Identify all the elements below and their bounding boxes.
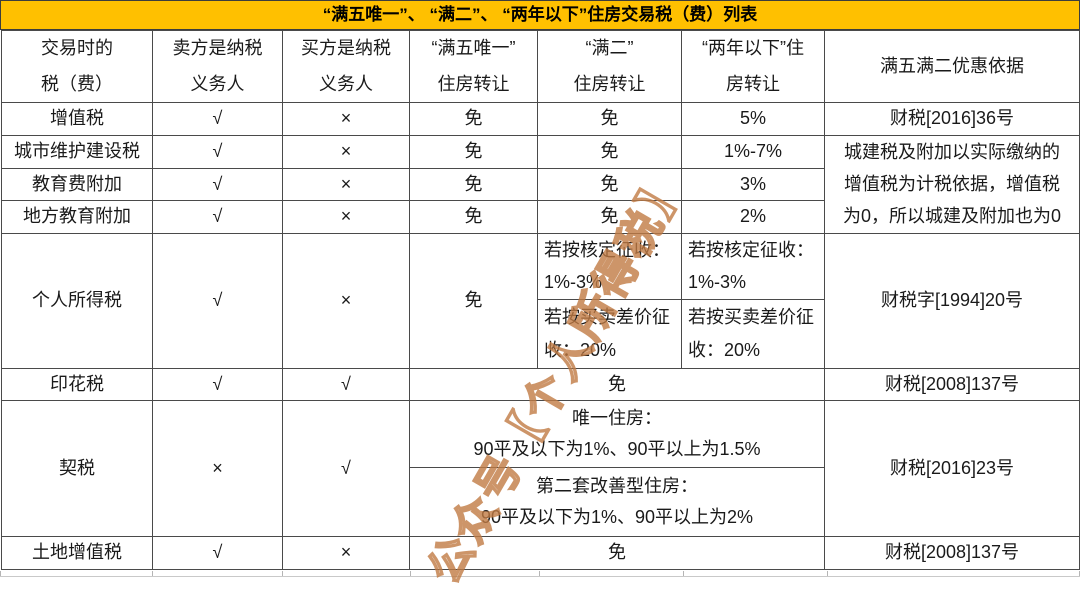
partial-next-row-gridlines [0,570,1080,577]
cell-stamp-basis: 财税[2008]137号 [824,367,1080,401]
cell-vat-man2: 免 [537,102,682,136]
table-row-education-surcharge: 教育费附加 √ × 免 免 3% [1,167,1080,201]
cell-urban-under2: 1%-7% [681,134,825,169]
cell-edu-man2: 免 [537,167,682,201]
table-row-personal-income-tax-b: 若按买卖差价征 收：20% 若按买卖差价征 收：20% [2,298,1080,369]
cell-income-buyer: × [282,232,410,369]
cell-surtax-basis-note: 城建税及附加以实际缴纳的 增值税为计税依据，增值税 为0，所以城建及附加也为0 [824,134,1080,234]
cell-income-man5: 免 [409,232,538,369]
table-row-personal-income-tax-a: 个人所得税 √ × 免 若按核定征收： 1%-3% 若按核定征收： 1%-3% … [1,232,1080,369]
cell-localedu-name: 地方教育附加 [1,200,153,234]
cell-urban-name: 城市维护建设税 [1,134,153,169]
cell-localedu-man5: 免 [409,200,538,234]
cell-urban-buyer: × [282,134,410,169]
cell-edu-name: 教育费附加 [1,167,153,201]
cell-urban-man2: 免 [537,134,682,169]
header-man5-only: “满五唯一” 住房转让 [409,30,538,103]
cell-vat-basis: 财税[2016]36号 [824,102,1080,136]
cell-deed-seller: × [152,400,283,537]
cell-vat-seller: √ [152,102,283,136]
cell-deed-basis: 财税[2016]23号 [824,400,1080,537]
cell-income-basis: 财税字[1994]20号 [824,232,1080,369]
header-seller-obligor: 卖方是纳税 义务人 [152,30,283,103]
table-title: “满五唯一”、 “满二”、 “两年以下”住房交易税（费）列表 [0,0,1080,30]
cell-stamp-buyer: √ [282,367,410,401]
cell-income-man2-assessed: 若按核定征收： 1%-3% [537,232,682,300]
cell-land-name: 土地增值税 [1,536,153,570]
tax-table: 交易时的 税（费） 卖方是纳税 义务人 买方是纳税 义务人 “满五唯一” 住房转… [1,30,1080,570]
cell-stamp-name: 印花税 [1,367,153,401]
cell-land-merged: 免 [409,536,825,570]
cell-localedu-buyer: × [282,200,410,234]
cell-land-seller: √ [152,536,283,570]
header-under2: “两年以下”住 房转让 [681,30,825,103]
cell-urban-seller: √ [152,134,283,169]
cell-vat-under2: 5% [681,102,825,136]
cell-land-buyer: × [282,536,410,570]
cell-vat-buyer: × [282,102,410,136]
cell-deed-only-home: 唯一住房： 90平及以下为1%、90平以上为1.5% [409,400,825,468]
cell-urban-man5: 免 [409,134,538,169]
cell-deed-buyer: √ [282,400,410,537]
cell-vat-man5: 免 [409,102,538,136]
header-buyer-obligor: 买方是纳税 义务人 [282,30,410,103]
table-row-deed-tax-a: 契税 × √ 唯一住房： 90平及以下为1%、90平以上为1.5% 财税[201… [1,400,1080,537]
table-row-land-vat: 土地增值税 √ × 免 财税[2008]137号 [1,536,1080,570]
cell-localedu-seller: √ [152,200,283,234]
header-tax-name: 交易时的 税（费） [1,30,153,103]
cell-deed-second-home: 第二套改善型住房： 90平及以下为1%、90平以上为2% [409,467,825,537]
cell-edu-buyer: × [282,167,410,201]
table-row-stamp-tax: 印花税 √ √ 免 财税[2008]137号 [1,367,1080,401]
cell-localedu-man2: 免 [537,200,682,234]
cell-land-basis: 财税[2008]137号 [824,536,1080,570]
cell-edu-under2: 3% [681,167,825,201]
cell-income-man2-diff: 若按买卖差价征 收：20% [537,298,682,369]
cell-income-under2-assessed: 若按核定征收： 1%-3% [681,232,825,300]
cell-stamp-merged: 免 [409,367,825,401]
cell-deed-name: 契税 [1,400,153,537]
table-row-urban-tax: 城市维护建设税 √ × 免 免 1%-7% 城建税及附加以实际缴纳的 增值税为计… [1,134,1080,234]
header-basis: 满五满二优惠依据 [824,30,1080,103]
table-row-vat: 增值税 √ × 免 免 5% 财税[2016]36号 [1,102,1080,136]
cell-localedu-under2: 2% [681,200,825,234]
cell-income-name: 个人所得税 [1,232,153,369]
cell-edu-man5: 免 [409,167,538,201]
cell-income-under2-diff: 若按买卖差价征 收：20% [681,298,825,369]
cell-stamp-seller: √ [152,367,283,401]
table-row-local-education-surcharge: 地方教育附加 √ × 免 免 2% [1,200,1080,234]
table-header-row: 交易时的 税（费） 卖方是纳税 义务人 买方是纳税 义务人 “满五唯一” 住房转… [1,30,1080,103]
cell-vat-name: 增值税 [1,102,153,136]
header-man2: “满二” 住房转让 [537,30,682,103]
table-row-deed-tax-b: 第二套改善型住房： 90平及以下为1%、90平以上为2% [2,467,1080,537]
cell-edu-seller: √ [152,167,283,201]
cell-income-seller: √ [152,232,283,369]
